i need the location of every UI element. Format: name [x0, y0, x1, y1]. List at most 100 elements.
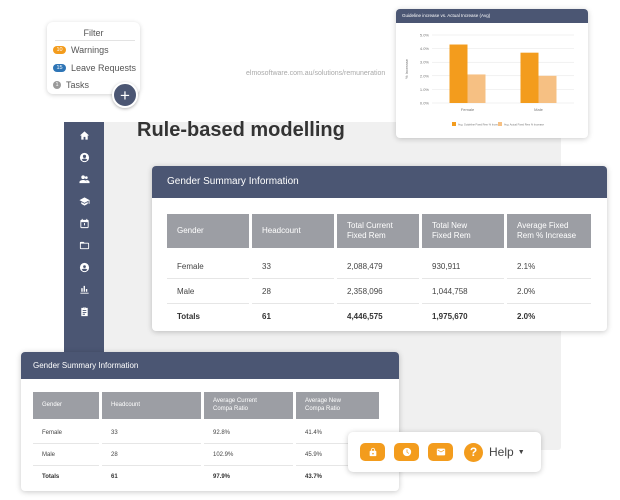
x-tick-label: Female	[461, 107, 475, 112]
filter-item-label: Leave Requests	[71, 63, 137, 73]
column-header-headcount[interactable]: Headcount	[102, 392, 201, 419]
y-tick-label: 3.0%	[420, 60, 430, 65]
table-cell: 61	[111, 474, 118, 480]
table-cell: Male	[167, 279, 249, 304]
table-cell: 28	[102, 444, 201, 466]
app-sidebar	[64, 122, 104, 372]
bar	[449, 44, 468, 103]
chart-title: Guideline increase vs. Actual Increase (…	[396, 9, 588, 23]
filter-item-label: Tasks	[66, 80, 90, 90]
compa-ratio-summary-card: Gender Summary Information Gender Headco…	[21, 352, 399, 491]
filter-item-leave-requests[interactable]: 15 Leave Requests	[53, 62, 136, 74]
question-icon[interactable]: ?	[464, 442, 483, 462]
table-cell: Totals	[42, 474, 60, 480]
legend-label: Avg. Guideline Fixed Rem % Increase	[458, 123, 502, 127]
column-header-current-compa[interactable]: Average Current Compa Ratio	[204, 392, 293, 419]
table-cell: 33	[252, 254, 334, 279]
gender-summary-table: Gender Headcount Total Current Fixed Rem…	[164, 214, 594, 329]
user-icon[interactable]	[64, 150, 104, 164]
calendar-icon[interactable]	[64, 216, 104, 230]
lock-icon[interactable]	[360, 443, 385, 461]
globe-user-icon[interactable]	[64, 260, 104, 274]
y-tick-label: 0.0%	[420, 101, 430, 106]
table-header-row: Gender Headcount Total Current Fixed Rem…	[167, 214, 591, 248]
y-tick-label: 5.0%	[420, 33, 430, 38]
home-icon[interactable]	[64, 128, 104, 142]
help-label[interactable]: Help	[489, 445, 514, 459]
x-tick-label: Male	[534, 107, 543, 112]
table-cell: 102.9%	[204, 444, 293, 466]
bar	[520, 52, 539, 103]
table-cell: 2,088,479	[337, 254, 419, 279]
table-cell: 1,044,758	[422, 279, 504, 304]
filter-item-label: Warnings	[71, 45, 109, 55]
table-cell: 28	[252, 279, 334, 304]
chevron-down-icon[interactable]: ▼	[517, 448, 525, 456]
table-cell: Totals	[177, 312, 200, 321]
table-cell: Female	[167, 254, 249, 279]
table-cell: 92.8%	[204, 422, 293, 444]
url-text: elmosoftware.com.au/solutions/remunerati…	[246, 70, 386, 77]
table-cell: 4,446,575	[347, 312, 383, 321]
column-header-new-fixed-rem[interactable]: Total New Fixed Rem	[422, 214, 504, 248]
column-header-current-fixed-rem[interactable]: Total Current Fixed Rem	[337, 214, 419, 248]
y-tick-label: 2.0%	[420, 73, 430, 78]
y-tick-label: 1.0%	[420, 87, 430, 92]
bar	[538, 75, 557, 103]
compa-ratio-table: Gender Headcount Average Current Compa R…	[30, 392, 382, 488]
warnings-count-badge: 10	[53, 46, 66, 54]
chart-icon[interactable]	[64, 282, 104, 296]
table-row: Female 33 92.8% 41.4%	[33, 422, 379, 444]
table-cell: 2,358,096	[337, 279, 419, 304]
filter-divider	[55, 40, 135, 41]
legend-label: Avg. Actual Fixed Rem % Increase	[504, 123, 544, 127]
table-cell: 61	[262, 312, 271, 321]
table-cell: Female	[33, 422, 99, 444]
leave-requests-count-badge: 15	[53, 64, 66, 72]
chart-card: Guideline increase vs. Actual Increase (…	[396, 9, 588, 138]
table-totals-row: Totals 61 97.9% 43.7%	[33, 466, 379, 488]
bar-chart: 0.0% 1.0% 2.0% 3.0% 4.0% 5.0% % Increase Female…	[404, 33, 574, 127]
table-row: Male 28 2,358,096 1,044,758 2.0%	[167, 279, 591, 304]
y-axis-label: % Increase	[404, 58, 409, 79]
tasks-count-badge: 1	[53, 81, 61, 89]
table-cell: 2.0%	[507, 279, 591, 304]
card-title: Gender Summary Information	[21, 352, 399, 379]
column-header-headcount[interactable]: Headcount	[252, 214, 334, 248]
column-header-new-compa[interactable]: Average New Compa Ratio	[296, 392, 379, 419]
y-tick-label: 4.0%	[420, 46, 430, 51]
people-icon[interactable]	[64, 172, 104, 186]
gender-summary-card: Gender Summary Information Gender Headco…	[152, 166, 607, 331]
table-cell: 1,975,670	[432, 312, 468, 321]
help-toolbar: ? Help ▼	[348, 432, 541, 472]
table-cell: 43.7%	[305, 474, 323, 480]
table-cell: Male	[33, 444, 99, 466]
page-title: Rule-based modelling	[137, 119, 345, 141]
table-cell: 2.0%	[517, 312, 536, 321]
legend-swatch	[498, 122, 502, 126]
filter-title[interactable]: Filter	[83, 28, 104, 38]
legend-swatch	[452, 122, 456, 126]
clipboard-icon[interactable]	[64, 304, 104, 318]
clock-icon[interactable]	[394, 443, 419, 461]
add-button[interactable]: +	[112, 82, 138, 108]
table-row: Female 33 2,088,479 930,911 2.1%	[167, 254, 591, 279]
table-cell: 33	[102, 422, 201, 444]
table-cell: 2.1%	[507, 254, 591, 279]
filter-item-warnings[interactable]: 10 Warnings	[53, 44, 109, 56]
column-header-avg-increase[interactable]: Average Fixed Rem % Increase	[507, 214, 591, 248]
table-cell: 97.9%	[213, 474, 231, 480]
column-header-gender[interactable]: Gender	[167, 214, 249, 248]
column-header-gender[interactable]: Gender	[33, 392, 99, 419]
mail-icon[interactable]	[428, 443, 453, 461]
bar	[467, 74, 486, 103]
table-cell: 41.4%	[296, 422, 379, 444]
graduation-cap-icon[interactable]	[64, 194, 104, 208]
table-header-row: Gender Headcount Average Current Compa R…	[33, 392, 379, 419]
card-title: Gender Summary Information	[152, 166, 607, 198]
table-cell: 45.9%	[296, 444, 379, 466]
table-cell: 930,911	[422, 254, 504, 279]
filter-item-tasks[interactable]: 1 Tasks	[53, 79, 89, 91]
folder-icon[interactable]	[64, 238, 104, 252]
